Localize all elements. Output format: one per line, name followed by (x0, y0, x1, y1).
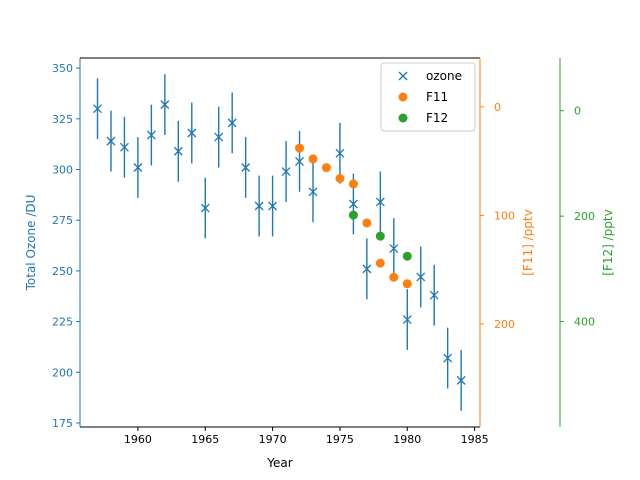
ozone-point (133, 163, 143, 172)
ozone-point (241, 163, 251, 172)
x-tick-label: 1970 (259, 433, 287, 446)
f11-point (321, 163, 331, 173)
f11-point (402, 279, 412, 289)
legend: ozone F11 F12 (380, 62, 476, 132)
ozone-tick-label: 275 (52, 214, 73, 227)
x-tick-label: 1980 (393, 433, 421, 446)
ozone-point (456, 375, 466, 385)
ozone-point (93, 104, 102, 114)
x-axis-label: Year (266, 456, 292, 470)
data-markers (93, 100, 466, 385)
ozone-tick-label: 175 (52, 417, 73, 430)
f11-tick-label: 200 (494, 318, 515, 331)
x-tick-label: 1965 (191, 433, 219, 446)
ozone-point (416, 272, 426, 282)
legend-marker-ozone (398, 71, 408, 81)
f11-point (389, 272, 399, 282)
ozone-point (308, 187, 318, 197)
ozone-tick-label: 350 (52, 62, 73, 75)
legend-marker-f11 (398, 92, 408, 102)
ozone-point (348, 199, 358, 209)
legend-label-ozone: ozone (426, 69, 462, 83)
legend-label-f12: F12 (426, 111, 448, 125)
f12-tick-label: 200 (574, 210, 595, 223)
legend-item-ozone: ozone (398, 69, 462, 83)
legend-marker-f12 (398, 113, 408, 123)
ozone-axis-label: Total Ozone /DU (24, 195, 38, 292)
f12-point (375, 231, 385, 241)
ozone-point (443, 353, 453, 363)
ozone-point (429, 290, 439, 300)
f11-point (362, 218, 372, 228)
legend-label-f11: F11 (426, 90, 448, 104)
ozone-tick-label: 225 (52, 316, 73, 329)
ozone-point (362, 264, 372, 274)
axes-ticks: 1960 1965 1970 1975 1980 1985 175 200 225 250 275 3… (52, 62, 595, 446)
f11-point (375, 258, 385, 268)
ozone-tick-label: 200 (52, 366, 73, 379)
ozone-point (375, 197, 385, 207)
f12-point (402, 251, 412, 261)
ozone-point (119, 142, 129, 152)
ozone-tick-label: 325 (52, 113, 73, 126)
f11-axis-label: [F11] /pptv (521, 209, 535, 275)
ozone-point (268, 201, 278, 211)
ozone-point (214, 132, 224, 142)
ozone-point (160, 100, 170, 110)
ozone-point (295, 156, 304, 166)
f12-axis-label: [F12] /pptv (601, 209, 615, 275)
ozone-point (227, 118, 237, 128)
ozone-point (146, 130, 156, 140)
x-tick-label: 1975 (326, 433, 354, 446)
ozone-point (281, 167, 291, 176)
f11-point (295, 143, 305, 153)
ozone-point (106, 136, 116, 146)
f12-tick-label: 0 (574, 105, 581, 118)
f11-point (335, 173, 345, 183)
x-tick-label: 1985 (461, 433, 489, 446)
legend-item-f12: F12 (398, 111, 448, 125)
ozone-point (173, 146, 183, 156)
f11-tick-label: 0 (494, 101, 501, 114)
legend-item-f11: F11 (398, 90, 448, 104)
ozone-point (200, 203, 210, 213)
ozone-tick-label: 300 (52, 164, 73, 177)
f11-point (308, 154, 318, 164)
ozone-point (187, 128, 197, 138)
ozone-tick-label: 250 (52, 265, 73, 278)
ozone-point (402, 315, 412, 325)
f11-tick-label: 100 (494, 209, 515, 222)
ozone-point (335, 148, 345, 158)
ozone-point (254, 201, 264, 211)
ozone-point (389, 244, 399, 254)
f12-tick-label: 400 (574, 316, 595, 329)
x-tick-label: 1960 (124, 433, 152, 446)
f12-point (348, 210, 358, 220)
legend-items: ozone F11 F12 (398, 69, 462, 125)
f11-point (348, 179, 358, 189)
